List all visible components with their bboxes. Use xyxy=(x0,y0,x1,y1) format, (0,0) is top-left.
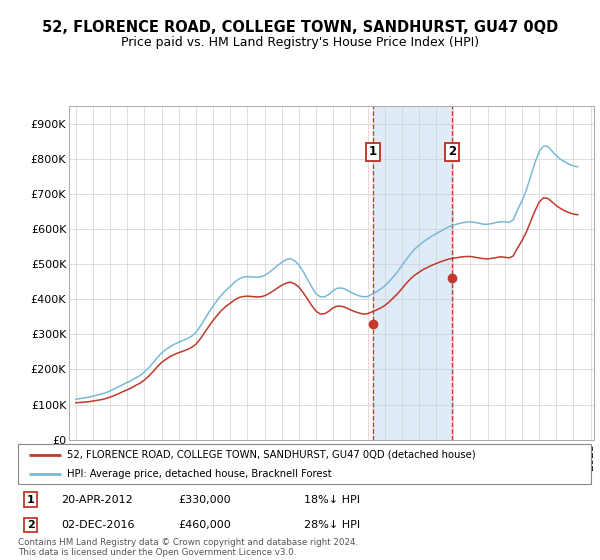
Text: 02-DEC-2016: 02-DEC-2016 xyxy=(61,520,134,530)
Text: HPI: Average price, detached house, Bracknell Forest: HPI: Average price, detached house, Brac… xyxy=(67,469,331,478)
Text: 2: 2 xyxy=(448,146,456,158)
Text: 20-APR-2012: 20-APR-2012 xyxy=(61,495,133,505)
Text: Contains HM Land Registry data © Crown copyright and database right 2024.
This d: Contains HM Land Registry data © Crown c… xyxy=(18,538,358,557)
Text: 1: 1 xyxy=(27,495,34,505)
Text: £330,000: £330,000 xyxy=(178,495,231,505)
Text: 52, FLORENCE ROAD, COLLEGE TOWN, SANDHURST, GU47 0QD (detached house): 52, FLORENCE ROAD, COLLEGE TOWN, SANDHUR… xyxy=(67,450,475,460)
Text: Price paid vs. HM Land Registry's House Price Index (HPI): Price paid vs. HM Land Registry's House … xyxy=(121,36,479,49)
Text: 18%↓ HPI: 18%↓ HPI xyxy=(305,495,361,505)
Text: 2: 2 xyxy=(27,520,34,530)
Text: £460,000: £460,000 xyxy=(178,520,231,530)
Bar xyxy=(373,106,452,440)
Text: 28%↓ HPI: 28%↓ HPI xyxy=(305,520,361,530)
Text: 52, FLORENCE ROAD, COLLEGE TOWN, SANDHURST, GU47 0QD: 52, FLORENCE ROAD, COLLEGE TOWN, SANDHUR… xyxy=(42,20,558,35)
Text: 1: 1 xyxy=(368,146,377,158)
FancyBboxPatch shape xyxy=(18,444,591,484)
